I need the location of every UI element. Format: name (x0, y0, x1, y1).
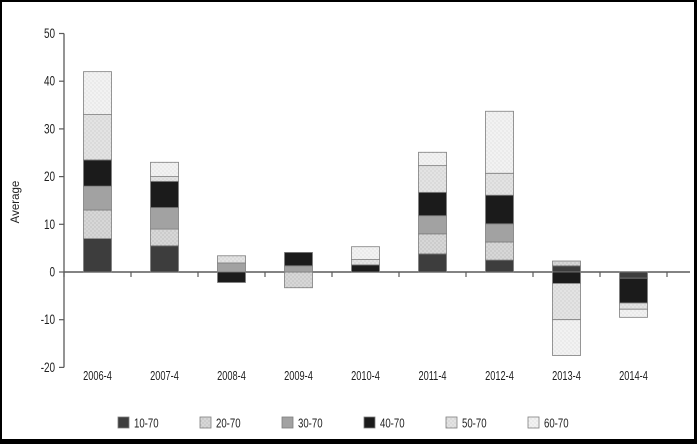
bar-segment-10-70-2013-4 (552, 265, 581, 273)
legend-label-10-70: 10-70 (134, 417, 159, 431)
y-tick-label: 10 (44, 216, 55, 232)
bar-segment-50-70-2014-4 (619, 302, 648, 310)
legend-swatch-40-70 (363, 416, 376, 429)
bar-segment-40-70-2011-4 (418, 191, 447, 217)
bar-segment-30-70-2012-4 (485, 223, 514, 243)
bar-segment-50-70-2011-4 (418, 165, 447, 193)
bar-segment-60-70-2014-4 (619, 308, 648, 318)
bar-segment-50-70-2012-4 (485, 172, 514, 196)
bar-segment-40-70-2012-4 (485, 194, 514, 225)
bar-segment-30-70-2009-4 (284, 265, 313, 273)
x-category-label: 2008-4 (217, 370, 246, 384)
bar-segment-50-70-2008-4 (217, 255, 246, 264)
x-category-label: 2012-4 (485, 370, 514, 384)
bar-segment-30-70-2007-4 (150, 207, 179, 230)
bar-segment-40-70-2007-4 (150, 180, 179, 209)
x-category-label: 2011-4 (418, 370, 446, 384)
x-category-label: 2007-4 (150, 370, 179, 384)
bar-segment-40-70-2008-4 (217, 271, 246, 283)
legend-swatch-10-70 (117, 416, 130, 429)
bar-segment-60-70-2007-4 (150, 161, 179, 177)
bar-segment-10-70-2014-4 (619, 271, 648, 279)
bar-segment-50-70-2013-4 (552, 283, 581, 321)
legend-swatch-20-70 (199, 416, 212, 429)
y-tick-label: 20 (44, 169, 55, 185)
bar-segment-50-70-2007-4 (150, 176, 179, 182)
bar-segment-30-70-2006-4 (83, 185, 112, 211)
bar-segment-10-70-2012-4 (485, 259, 514, 273)
bar-segment-40-70-2010-4 (351, 264, 380, 273)
bar-segment-10-70-2007-4 (150, 245, 179, 273)
legend-label-20-70: 20-70 (216, 417, 241, 431)
legend-label-30-70: 30-70 (298, 417, 323, 431)
y-tick-label: -20 (41, 359, 56, 375)
x-category-label: 2009-4 (284, 370, 313, 384)
bar-segment-20-70-2013-4 (552, 260, 581, 267)
x-category-label: 2006-4 (83, 370, 112, 384)
bar-segment-60-70-2013-4 (552, 319, 581, 356)
y-tick-label: -10 (41, 312, 56, 328)
legend-swatch-60-70 (527, 416, 540, 429)
x-category-label: 2013-4 (552, 370, 581, 384)
y-tick-label: 50 (44, 25, 55, 41)
bar-segment-20-70-2009-4 (284, 271, 313, 289)
legend-label-40-70: 40-70 (380, 417, 405, 431)
bar-segment-10-70-2011-4 (418, 253, 447, 273)
bar-segment-60-70-2011-4 (418, 151, 447, 167)
bar-segment-50-70-2010-4 (351, 259, 380, 266)
legend-swatch-30-70 (281, 416, 294, 429)
bar-segment-20-70-2012-4 (485, 241, 514, 261)
bar-segment-60-70-2012-4 (485, 110, 514, 174)
bar-segment-30-70-2011-4 (418, 215, 447, 235)
bar-segment-20-70-2011-4 (418, 233, 447, 255)
bar-segment-30-70-2008-4 (217, 262, 246, 273)
bar-segment-60-70-2006-4 (83, 71, 112, 115)
bar-segment-40-70-2009-4 (284, 252, 313, 267)
y-tick-label: 30 (44, 121, 55, 137)
legend-label-60-70: 60-70 (544, 417, 569, 431)
y-tick-label: 40 (44, 73, 55, 89)
bar-segment-40-70-2013-4 (552, 271, 581, 284)
x-category-label: 2010-4 (351, 370, 380, 384)
stacked-bar-chart: 50 40 30 20 10 0 -10 -20 Average 2006-4 2007-4 2008… (10, 25, 690, 431)
y-tick-label: 0 (50, 264, 56, 280)
legend-swatch-50-70 (445, 416, 458, 429)
bar-segment-10-70-2006-4 (83, 238, 112, 273)
legend-label-50-70: 50-70 (462, 417, 487, 431)
y-axis-title: Average (10, 181, 22, 224)
bar-segment-40-70-2006-4 (83, 159, 112, 187)
bar-segment-50-70-2006-4 (83, 114, 112, 161)
bar-segment-20-70-2006-4 (83, 209, 112, 240)
x-category-label: 2014-4 (619, 370, 648, 384)
bar-segment-60-70-2010-4 (351, 246, 380, 260)
bar-segment-20-70-2007-4 (150, 228, 179, 247)
bar-segment-40-70-2014-4 (619, 277, 648, 304)
